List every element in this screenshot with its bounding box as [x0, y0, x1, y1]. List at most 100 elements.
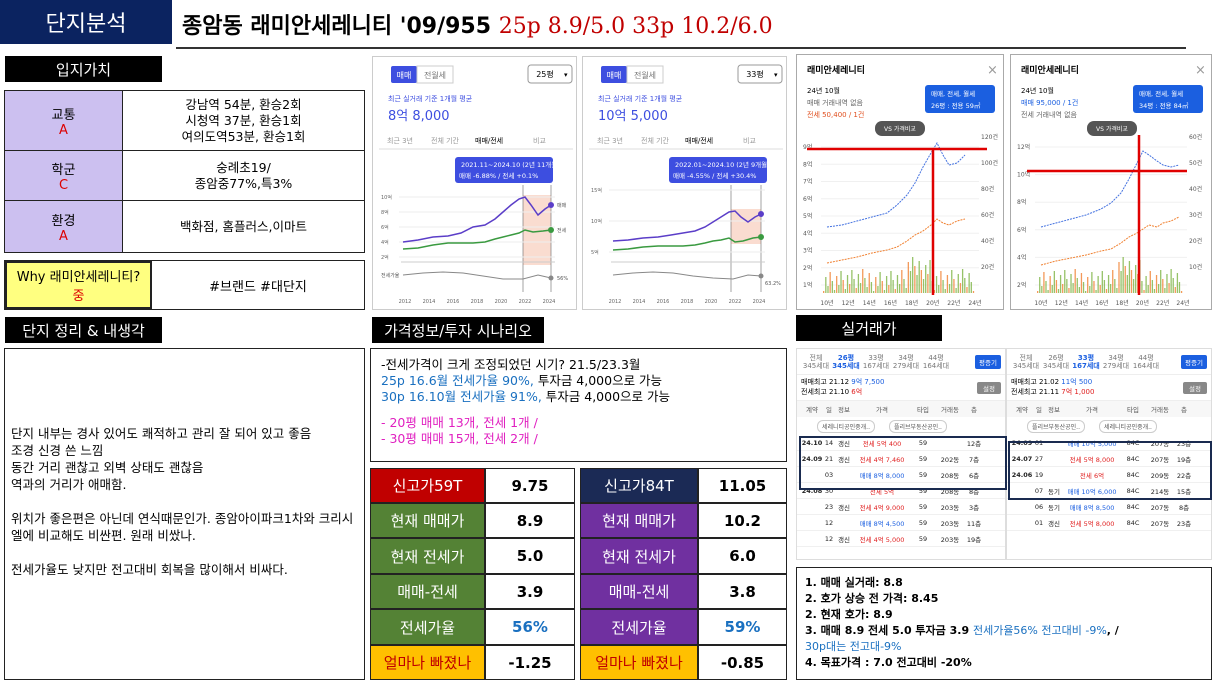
- cell-price: 전세 4억 7,460: [859, 455, 905, 464]
- volume-bar: [918, 261, 920, 293]
- column-header: 계약: [806, 406, 818, 414]
- size-select[interactable]: [527, 64, 573, 84]
- volume-bar: [944, 289, 946, 293]
- volume-bar: [1162, 279, 1164, 293]
- bookmark-button[interactable]: 평증기: [1181, 354, 1207, 369]
- close-icon[interactable]: ×: [987, 63, 998, 78]
- size-tab[interactable]: 26평 345세대: [832, 353, 860, 370]
- title-underline: [176, 47, 1186, 49]
- type-badge[interactable]: [1133, 85, 1203, 113]
- table-row[interactable]: 12 매매 8억 4,500 59 203동 11층: [797, 515, 1005, 531]
- table-row[interactable]: 12 갱신 전세 4억 5,000 59 203동 19층: [797, 531, 1005, 547]
- cell-price: 매매 10억 5,000: [1067, 439, 1117, 448]
- y-tick-label: 3억: [803, 247, 812, 255]
- table-row[interactable]: 24.09 21 갱신 전세 4억 7,460 59 202동 7층: [797, 451, 1005, 467]
- period-tab[interactable]: 전체 기간: [641, 136, 670, 145]
- cell-info: 갱신: [838, 503, 850, 512]
- period-tab[interactable]: 비교: [743, 136, 756, 145]
- price-value: -0.85: [698, 645, 787, 680]
- agent-1[interactable]: 플리브부동산공인..: [1027, 419, 1085, 433]
- cell-ym: 24.10: [801, 438, 823, 447]
- table-row[interactable]: 06 동기 매매 8억 8,500 84C 207동 8층: [1007, 499, 1211, 515]
- size-tab[interactable]: 전체 345세대: [1012, 353, 1040, 370]
- x-tick-label: 2020: [705, 299, 718, 305]
- size-select[interactable]: [737, 64, 783, 84]
- price-label: 전세가율: [370, 609, 485, 645]
- size-tab[interactable]: 44평 164세대: [1132, 353, 1160, 370]
- trades-heading: 실거래가: [796, 315, 942, 341]
- location-grade: C: [58, 177, 69, 193]
- agent-1[interactable]: 세레니티공인중개..: [817, 419, 875, 433]
- period-tab[interactable]: 전체 기간: [431, 136, 460, 145]
- x-tick-label: 2014: [423, 299, 436, 305]
- tab-sale[interactable]: [391, 66, 417, 83]
- size-tab[interactable]: 26평 345세대: [1042, 353, 1070, 370]
- summary-box: 단지 내부는 경사 있어도 쾌적하고 관리 잘 되어 있고 좋음 조경 신경 쓴 …: [4, 348, 365, 680]
- y-tick-label: 8억: [1017, 198, 1026, 206]
- price-row: 현재 매매가 10.2: [580, 503, 787, 538]
- location-label-cell: 환경 A: [5, 201, 123, 252]
- volume-bar: [851, 270, 853, 293]
- size-tab[interactable]: 44평 164세대: [922, 353, 950, 370]
- x-tick-label: 24년: [1176, 299, 1189, 307]
- type-badge[interactable]: [925, 85, 995, 113]
- cell-ym: 24.08: [801, 486, 823, 495]
- cell-d: 06: [1034, 502, 1044, 511]
- agent-2[interactable]: 플리브부동산공인..: [888, 419, 947, 433]
- volume-bar: [879, 272, 881, 293]
- volume-bar: [1128, 261, 1131, 293]
- tab-rent[interactable]: [416, 65, 454, 84]
- setting-button[interactable]: 설정: [977, 381, 1001, 394]
- volume-bar: [1143, 290, 1145, 293]
- cell-fl: 3층: [968, 503, 980, 512]
- tab-sale[interactable]: [601, 66, 627, 83]
- volume-bar: [1082, 282, 1085, 293]
- size-tab[interactable]: 34평 279세대: [1102, 353, 1130, 370]
- table-row[interactable]: 03 매매 8억 8,000 59 208동 6층: [797, 467, 1005, 483]
- cell-dong: 214동: [1150, 487, 1170, 496]
- table-row[interactable]: 23 갱신 전세 4억 9,000 59 203동 3층: [797, 499, 1005, 515]
- volume-bar: [961, 269, 964, 293]
- period-tab[interactable]: 매매/전세: [685, 136, 713, 145]
- price-table-59: 신고가59T 9.75 현재 매매가 8.9 현재 전세가 5.0 매매-전세 3.9 전세가율…: [370, 468, 575, 680]
- period-tab[interactable]: 매매/전세: [475, 136, 503, 145]
- volume-bar: [825, 277, 827, 293]
- y-tick-label: 9억: [803, 143, 812, 151]
- size-tab[interactable]: 33평 167세대: [1072, 353, 1100, 370]
- cell-fl: 19층: [1176, 455, 1192, 464]
- period-tab[interactable]: 최근 3년: [597, 136, 623, 145]
- volume-bar: [862, 269, 864, 293]
- y-tick-label: 7억: [803, 178, 812, 186]
- table-row[interactable]: 01 갱신 전세 5억 8,000 84C 207동 23층: [1007, 515, 1211, 531]
- size-tab[interactable]: 34평 279세대: [892, 353, 920, 370]
- period-tab[interactable]: 최근 3년: [387, 136, 413, 145]
- size-tab[interactable]: 33평 167세대: [862, 353, 890, 370]
- volume-bar: [959, 283, 962, 293]
- tab-rent[interactable]: [626, 65, 664, 84]
- high-price-box: 매매최고 21.02 11억 500 전세최고 21.11 7억 1,000 설정: [1007, 375, 1211, 401]
- setting-button[interactable]: 설정: [1183, 381, 1207, 394]
- volume-bar: [1110, 284, 1112, 293]
- sale-line: [402, 196, 552, 243]
- table-row[interactable]: 24.08 30 전세 5억 59 208동 8층: [797, 483, 1005, 499]
- compare-button[interactable]: [1087, 121, 1137, 136]
- agent-2[interactable]: 세레니티공인중개..: [1098, 419, 1157, 433]
- table-row[interactable]: 24.07 27 전세 5억 8,000 84C 207동 19층: [1007, 451, 1211, 467]
- volume-bar: [855, 288, 857, 293]
- bookmark-button[interactable]: 평증기: [975, 354, 1001, 369]
- volume-bar: [1049, 276, 1051, 293]
- close-icon[interactable]: ×: [1195, 63, 1206, 78]
- volume-bar: [872, 291, 875, 293]
- period-tab[interactable]: 비교: [533, 136, 546, 145]
- cell-price: 전세 5억 8,000: [1069, 519, 1115, 528]
- cell-type: 59: [918, 518, 928, 527]
- volume-bar: [890, 271, 892, 293]
- volume-bar: [920, 270, 923, 293]
- compare-button[interactable]: [875, 121, 925, 136]
- size-tab[interactable]: 전체 345세대: [802, 353, 830, 370]
- table-row[interactable]: 24.06 19 전세 6억 84C 209동 22층: [1007, 467, 1211, 483]
- high-rent-value: 7억 1,000: [1061, 388, 1095, 396]
- price-label: 매매-전세: [580, 574, 698, 609]
- table-row[interactable]: 24.10 14 갱신 전세 5억 400 59 12층: [797, 435, 1005, 451]
- scenario-line2: 25p 16.6월 전세가율 90%,: [381, 373, 538, 388]
